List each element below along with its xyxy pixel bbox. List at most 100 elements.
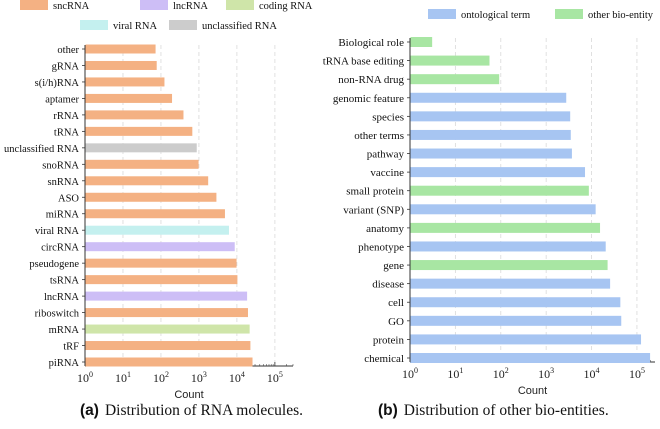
charta-legend-swatch — [226, 0, 254, 10]
caption-b-text: Distribution of other bio-entities. — [403, 402, 609, 419]
chartb-legend-swatch — [428, 9, 456, 19]
chartb-category-label-small-protein: small protein — [346, 186, 404, 198]
charta-category-label-mirna: miRNA — [46, 210, 80, 221]
charta-category-label-aptamer: aptamer — [45, 94, 79, 105]
charta-category-label-viral-rna: viral RNA — [35, 226, 79, 237]
chartb-xtick-label: 103 — [538, 366, 554, 381]
charta-legend-item-sncrna: sncRNA — [20, 0, 90, 12]
charta-xtick-label: 101 — [115, 370, 131, 385]
charta-bar-aso — [85, 192, 217, 202]
charta-bar-circrna — [85, 242, 235, 252]
chartb-category-label-cell: cell — [388, 297, 404, 309]
charta-category-label-snorna: snoRNA — [42, 160, 79, 171]
charta-legend-label: lncRNA — [173, 1, 208, 12]
charta-xtick-label: 103 — [191, 370, 207, 385]
chartb-bar-pathway — [410, 148, 572, 159]
charta-legend-swatch — [169, 20, 197, 30]
chartb-legend-label: ontological term — [461, 10, 530, 21]
charta-category-label-unclassified-rna: unclassified RNA — [4, 144, 79, 155]
chartb-bar-cell — [410, 297, 621, 308]
charta-category-label-tsrna: tsRNA — [50, 276, 80, 287]
charta-legend-swatch — [20, 0, 48, 10]
charta-legend-label: sncRNA — [53, 1, 90, 12]
charta-category-label-other: other — [57, 45, 79, 56]
charta: 100 101 102 103 104 105 Count other gRNA s(i/h)RN… — [4, 0, 313, 401]
charta-category-label-pseudogene: pseudogene — [29, 259, 79, 270]
chartb-bar-species — [410, 111, 571, 122]
charta-bar-rrna — [85, 110, 184, 120]
chartb-category-label-variant-snp: variant (SNP) — [343, 204, 404, 216]
charta-legend-label: viral RNA — [113, 21, 157, 32]
chartb-legend-item-other-bio-entity: other bio-entity — [555, 9, 654, 21]
chartb-xtick-label: 100 — [402, 366, 418, 381]
chartb-x-axis-label: Count — [518, 385, 547, 397]
chartb-xtick-label: 101 — [447, 366, 463, 381]
charta-bar-grna — [85, 60, 157, 70]
chartb-bar-gene — [410, 260, 608, 271]
chartb-category-label-gene: gene — [383, 260, 404, 272]
chartb-bar-small-protein — [410, 185, 589, 196]
charta-category-label-rrna: rRNA — [53, 111, 79, 122]
chartb-bar-protein — [410, 334, 642, 345]
caption-b: (b) Distribution of other bio-entities. — [378, 402, 609, 420]
chartb-legend-swatch — [555, 9, 583, 19]
chartb-xtick-label: 102 — [493, 366, 509, 381]
chartb-category-label-species: species — [372, 111, 404, 123]
chartb-category-label-trna-base-editing: tRNA base editing — [323, 56, 405, 68]
charta-category-label-aso: ASO — [58, 193, 79, 204]
charta-bar-mrna — [85, 324, 250, 334]
caption-b-label: (b) — [378, 402, 398, 419]
chartb-bar-chemical — [410, 353, 651, 363]
chartb-category-label-protein: protein — [373, 334, 405, 346]
charta-bar-riboswitch — [85, 308, 248, 318]
charta-legend-item-unclassified-rna: unclassified RNA — [169, 20, 277, 32]
chartb-category-label-anatomy: anatomy — [366, 223, 404, 235]
charta-category-label-snrna: snRNA — [47, 177, 79, 188]
charta-legend-label: unclassified RNA — [202, 21, 277, 32]
chartb-category-label-go: GO — [388, 316, 404, 328]
charta-bar-aptamer — [85, 93, 173, 103]
chartb-bar-variant-snp — [410, 204, 596, 215]
charta-x-axis-label: Count — [174, 389, 203, 401]
charta-category-label-trf: tRF — [63, 342, 79, 353]
chartb-category-label-vaccine: vaccine — [370, 167, 404, 179]
charta-legend-item-coding-rna: coding RNA — [226, 0, 313, 12]
charta-category-label-grna: gRNA — [52, 61, 80, 72]
chartb-bar-go — [410, 315, 622, 326]
charta-bar-snorna — [85, 159, 199, 169]
chartb-category-label-phenotype: phenotype — [358, 241, 404, 253]
chartb-bar-other-terms — [410, 129, 571, 140]
chartb-bar-biological-role — [410, 37, 433, 47]
charta-legend-item-viral-rna: viral RNA — [80, 20, 157, 32]
chartb-category-label-other-terms: other terms — [354, 130, 404, 142]
caption-a: (a) Distribution of RNA molecules. — [80, 402, 303, 420]
charta-category-label-trna: tRNA — [54, 127, 80, 138]
charta-bar-trna — [85, 126, 193, 136]
charta-bar-lncrna — [85, 291, 248, 301]
chartb-legend-label: other bio-entity — [588, 10, 654, 21]
chartb-category-label-genomic-feature: genomic feature — [333, 93, 404, 105]
chartb-bar-disease — [410, 278, 611, 289]
chartb-bar-anatomy — [410, 222, 601, 233]
charta-bar-other — [85, 44, 156, 54]
chartb-bar-trna-base-editing — [410, 55, 490, 66]
charta-legend-swatch — [140, 0, 168, 10]
chartb-category-label-disease: disease — [372, 279, 404, 291]
charta-legend-label: coding RNA — [259, 1, 313, 12]
charta-bar-tsrna — [85, 275, 238, 285]
charta-category-label-pirna: piRNA — [49, 358, 80, 369]
charta-bar-unclassified-rna — [85, 143, 197, 153]
chartb: 100 101 102 103 104 105 Count Biological role tR… — [323, 9, 655, 397]
chartb-bar-phenotype — [410, 241, 606, 252]
chartb-xtick-label: 104 — [584, 366, 600, 381]
charta-legend-swatch — [80, 20, 108, 30]
charta-xtick-label: 105 — [267, 370, 283, 385]
charta-xtick-label: 104 — [229, 370, 245, 385]
charta-bar-mirna — [85, 209, 225, 219]
caption-a-text: Distribution of RNA molecules. — [104, 402, 303, 419]
chartb-bar-non-rna-drug — [410, 74, 500, 85]
charta-bar-s-i-h-rna — [85, 77, 165, 87]
charta-bar-viral-rna — [85, 225, 229, 235]
caption-a-label: (a) — [80, 402, 99, 419]
